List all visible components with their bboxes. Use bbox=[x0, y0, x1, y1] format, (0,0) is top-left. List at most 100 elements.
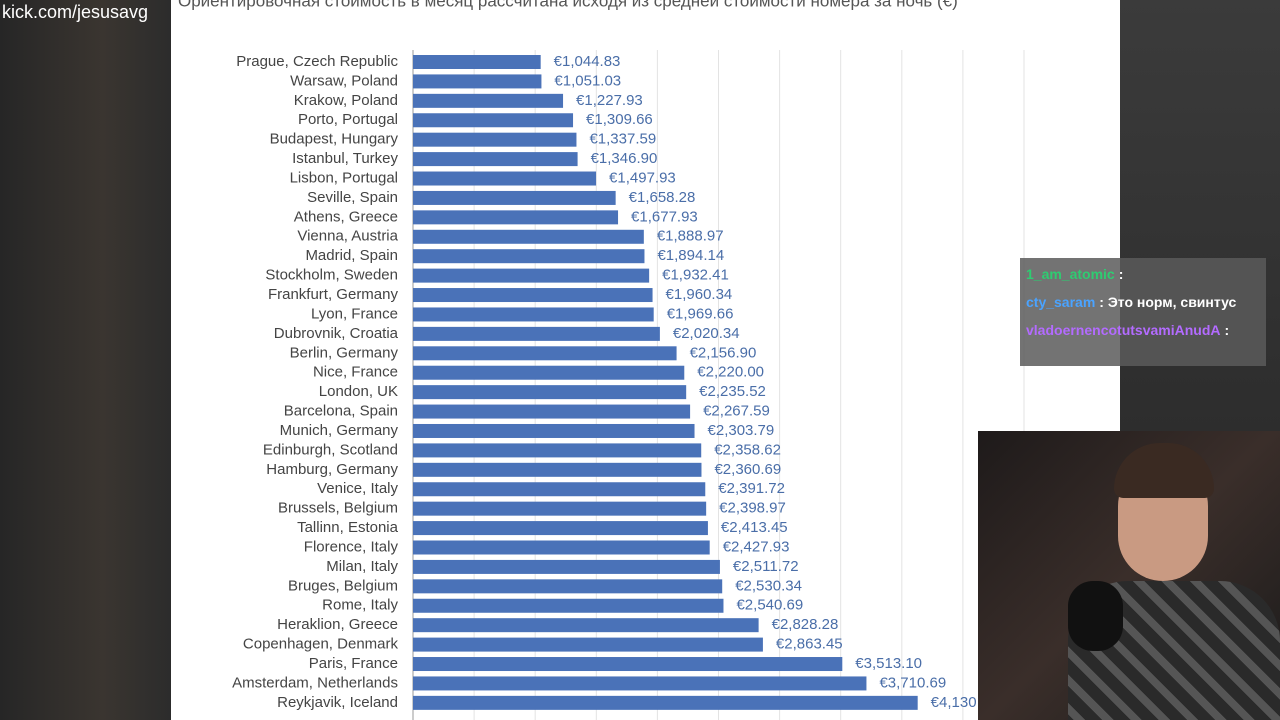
y-tick-label: Stockholm, Sweden bbox=[265, 267, 398, 284]
bar bbox=[413, 326, 660, 341]
chat-text: : bbox=[1224, 322, 1230, 338]
bar bbox=[413, 443, 702, 458]
chat-message: 1_am_atomic: bbox=[1026, 266, 1123, 282]
value-label: €1,227.93 bbox=[576, 92, 643, 109]
watermark: kick.com/jesusavg bbox=[2, 2, 149, 22]
value-label: €2,360.69 bbox=[714, 461, 781, 478]
y-tick-label: Warsaw, Poland bbox=[290, 72, 398, 89]
bar bbox=[413, 365, 685, 380]
bar bbox=[413, 210, 619, 225]
y-tick-label: Venice, Italy bbox=[317, 480, 398, 497]
y-tick-label: Munich, Germany bbox=[280, 422, 399, 439]
value-label: €2,391.72 bbox=[718, 480, 785, 497]
chat-text: : bbox=[1118, 266, 1124, 282]
bar bbox=[413, 346, 677, 361]
value-label: €1,658.28 bbox=[629, 189, 696, 206]
y-tick-label: Amsterdam, Netherlands bbox=[232, 674, 398, 691]
bar bbox=[413, 501, 707, 516]
chart: Ориентировочная стоимость в месяц рассчи… bbox=[171, 0, 1120, 720]
value-label: €1,337.59 bbox=[589, 131, 656, 148]
y-tick-label: Vienna, Austria bbox=[297, 228, 398, 245]
bar bbox=[413, 152, 578, 167]
bar bbox=[413, 559, 720, 574]
bar bbox=[413, 598, 724, 613]
bar bbox=[413, 385, 687, 400]
y-tick-label: Copenhagen, Denmark bbox=[243, 636, 399, 653]
y-tick-label: Florence, Italy bbox=[304, 538, 399, 555]
value-label: €1,894.14 bbox=[657, 247, 724, 264]
microphone bbox=[1068, 581, 1123, 651]
value-label: €1,960.34 bbox=[666, 286, 733, 303]
y-tick-label: Tallinn, Estonia bbox=[297, 519, 399, 536]
chat-overlay: 1_am_atomic: cty_saram: Это норм, свинтус… bbox=[1020, 258, 1266, 366]
value-label: €1,497.93 bbox=[609, 169, 676, 186]
value-label: €2,235.52 bbox=[699, 383, 766, 400]
bar bbox=[413, 579, 723, 594]
y-tick-label: Paris, France bbox=[309, 655, 398, 672]
chat-user[interactable]: vladoernencotutsvamiAnudA bbox=[1026, 322, 1221, 338]
bar bbox=[413, 288, 653, 303]
y-tick-label: Milan, Italy bbox=[326, 558, 398, 575]
value-label: €2,540.69 bbox=[736, 597, 803, 614]
y-tick-label: Budapest, Hungary bbox=[270, 131, 399, 148]
value-label: €1,677.93 bbox=[631, 208, 698, 225]
bar bbox=[413, 268, 650, 283]
y-tick-label: Frankfurt, Germany bbox=[268, 286, 399, 303]
bar bbox=[413, 74, 542, 89]
chart-title: Ориентировочная стоимость в месяц рассчи… bbox=[178, 0, 958, 10]
bar bbox=[413, 423, 695, 438]
value-label: €2,020.34 bbox=[673, 325, 740, 342]
bar bbox=[413, 618, 759, 633]
value-label: €2,220.00 bbox=[697, 364, 764, 381]
y-tick-label: Krakow, Poland bbox=[294, 92, 398, 109]
bar bbox=[413, 676, 867, 691]
bar bbox=[413, 171, 597, 186]
bar bbox=[413, 404, 691, 419]
value-label: €3,710.69 bbox=[879, 674, 946, 691]
y-tick-label: Prague, Czech Republic bbox=[236, 53, 398, 70]
value-label: €2,267.59 bbox=[703, 403, 770, 420]
value-label: €2,303.79 bbox=[708, 422, 775, 439]
y-tick-label: Brussels, Belgium bbox=[278, 500, 398, 517]
value-label: €2,863.45 bbox=[776, 636, 843, 653]
value-label: €1,309.66 bbox=[586, 111, 653, 128]
bar bbox=[413, 482, 706, 497]
value-label: €2,530.34 bbox=[735, 577, 802, 594]
bar bbox=[413, 93, 564, 108]
bar bbox=[413, 229, 644, 244]
y-tick-label: Lisbon, Portugal bbox=[290, 169, 398, 186]
y-tick-label: Reykjavik, Iceland bbox=[277, 694, 398, 711]
bar bbox=[413, 637, 763, 652]
value-label: €1,932.41 bbox=[662, 267, 729, 284]
y-tick-label: Porto, Portugal bbox=[298, 111, 398, 128]
value-label: €1,346.90 bbox=[591, 150, 658, 167]
chat-message: vladoernencotutsvamiAnudA: bbox=[1026, 322, 1229, 338]
y-tick-label: Lyon, France bbox=[311, 305, 398, 322]
background bbox=[1120, 0, 1280, 431]
y-tick-label: Berlin, Germany bbox=[290, 344, 399, 361]
bar bbox=[413, 462, 702, 477]
y-tick-label: Nice, France bbox=[313, 364, 398, 381]
value-label: €2,511.72 bbox=[733, 558, 799, 575]
chat-user[interactable]: 1_am_atomic bbox=[1026, 266, 1115, 282]
bar bbox=[413, 190, 616, 205]
value-label: €2,156.90 bbox=[690, 344, 757, 361]
chat-user[interactable]: cty_saram bbox=[1026, 294, 1096, 310]
y-tick-label: Rome, Italy bbox=[322, 597, 398, 614]
value-label: €2,828.28 bbox=[772, 616, 839, 633]
y-tick-label: Barcelona, Spain bbox=[284, 403, 398, 420]
webcam bbox=[978, 431, 1280, 720]
bar bbox=[413, 132, 577, 147]
bar bbox=[413, 657, 843, 672]
bar bbox=[413, 521, 708, 536]
value-label: €1,888.97 bbox=[657, 228, 724, 245]
chat-message: cty_saram: Это норм, свинтус bbox=[1026, 294, 1236, 310]
y-tick-label: Hamburg, Germany bbox=[266, 461, 398, 478]
y-tick-label: Heraklion, Greece bbox=[277, 616, 398, 633]
value-label: €3,513.10 bbox=[855, 655, 922, 672]
y-tick-label: Dubrovnik, Croatia bbox=[274, 325, 399, 342]
value-label: €1,044.83 bbox=[554, 53, 621, 70]
value-label: €2,358.62 bbox=[714, 441, 781, 458]
